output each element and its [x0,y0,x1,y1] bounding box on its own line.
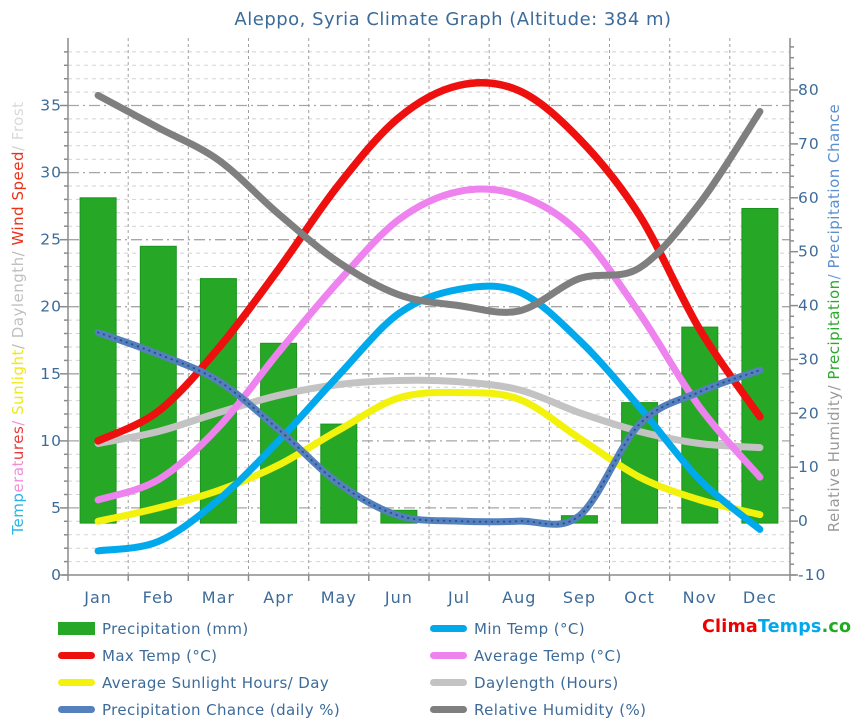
max-temp-c-swatch-icon [58,652,95,659]
relative-humidity-swatch-icon [430,706,467,713]
left-axis-label: Temperatures/ Sunlight/ Daylength/ Wind … [9,101,27,534]
precipitation-chance-daily-swatch-icon [58,706,95,713]
svg-text:May: May [321,588,357,607]
left-axis-label-segment: Wind Speed [9,151,27,246]
average-temp-c-swatch-icon [430,652,467,659]
right-axis-label-segment: / [825,268,843,280]
right-axis-label-segment: Precipitation [825,279,843,380]
legend-item: Max Temp (°C) [58,642,418,669]
legend-item: Min Temp (°C) [430,615,790,642]
legend-item-label: Max Temp (°C) [102,646,218,665]
daylength-hours-swatch-icon [430,679,467,686]
series-precipitation-chance-daily- [94,329,764,528]
legend-item-label: Average Temp (°C) [474,646,622,665]
svg-text:15: 15 [40,365,62,383]
right-axis-label: Relative Humidity/ Precipitation/ Precip… [825,104,843,532]
legend-item: Precipitation (mm) [58,615,418,642]
series-relative-humidity- [94,91,764,316]
legend-item: Precipitation Chance (daily %) [58,696,418,719]
logo-text: .com [821,617,851,637]
svg-text:10: 10 [40,432,62,450]
svg-text:50: 50 [798,243,820,261]
series-max-temp-c- [94,79,764,445]
svg-text:0: 0 [51,566,62,584]
legend-item: Daylength (Hours) [430,669,790,696]
left-axis-label-segment: Temp [9,492,27,535]
svg-text:80: 80 [798,81,820,99]
logo-text: Temps [757,617,822,637]
average-sunlight-hours-day-swatch-icon [58,679,95,686]
precipitation-mm-swatch-icon [58,622,95,635]
left-axis-label-segment: Daylength [9,256,27,339]
svg-text:60: 60 [798,189,820,207]
svg-text:10: 10 [798,458,820,476]
series-daylength-hours- [94,376,764,452]
svg-text:Mar: Mar [202,588,235,607]
legend-item: Relative Humidity (%) [430,696,790,719]
svg-text:5: 5 [51,499,62,517]
left-axis-label-segment: / [9,414,27,426]
series-average-temp-c- [94,185,764,504]
left-axis-label-segment: Sunlight [9,349,27,415]
svg-text:70: 70 [798,135,820,153]
svg-text:Aug: Aug [502,588,536,607]
left-axis-label-segment: Frost [9,101,27,141]
svg-text:30: 30 [40,164,62,182]
svg-text:Jan: Jan [83,588,112,607]
legend-item-label: Min Temp (°C) [474,619,586,638]
left-axis-label-segment: / [9,245,27,257]
legend-item-label: Relative Humidity (%) [474,700,647,719]
svg-text:Oct: Oct [624,588,655,607]
legend-item-label: Precipitation Chance (daily %) [102,700,341,719]
legend-item-label: Daylength (Hours) [474,673,619,692]
svg-text:Sep: Sep [563,588,596,607]
right-axis-tick-labels: -10 0 10 20 30 40 50 60 70 80 [798,81,826,584]
svg-text:20: 20 [40,298,62,316]
svg-text:25: 25 [40,231,62,249]
vertical-gridlines [127,38,731,575]
axes [60,38,798,581]
svg-text:Feb: Feb [143,588,174,607]
left-axis-label-segment: ures [9,425,27,461]
series-average-sunlight-hours-day [94,388,764,525]
legend-item-label: Precipitation (mm) [102,619,249,638]
svg-text:Nov: Nov [683,588,717,607]
legend-column-2: Min Temp (°C) Average Temp (°C) Daylength … [430,615,790,719]
page-title: Aleppo, Syria Climate Graph (Altitude: 3… [234,9,672,30]
horizontal-gridlines [68,51,790,563]
series-min-temp-c- [94,282,764,555]
svg-text:20: 20 [798,404,820,422]
legend-column-1: Precipitation (mm) Max Temp (°C) Average S… [58,615,418,719]
right-axis-label-segment: / [825,379,843,391]
right-axis-label-segment: Relative Humidity [825,390,843,533]
left-axis-tick-labels: 0 5 10 15 20 25 30 35 [40,97,62,585]
svg-text:35: 35 [40,97,62,115]
svg-text:Dec: Dec [743,588,777,607]
svg-text:Jun: Jun [384,588,413,607]
svg-text:Apr: Apr [263,588,294,607]
logo-text: Clima [702,617,758,637]
svg-text:40: 40 [798,297,820,315]
month-labels: Jan Feb Mar Apr May Jun Jul Aug Sep Oct Nov Dec [83,588,777,607]
precipitation-bars [79,197,779,524]
svg-text:0: 0 [798,512,809,530]
legend-item-label: Average Sunlight Hours/ Day [102,673,330,692]
svg-text:30: 30 [798,350,820,368]
left-axis-label-segment: / [9,338,27,350]
left-axis-label-segment: erat [9,460,27,493]
min-temp-c-swatch-icon [430,625,467,632]
legend-item: Average Sunlight Hours/ Day [58,669,418,696]
climatemps-logo[interactable]: ClimaTemps.com [702,617,851,637]
svg-text:-10: -10 [798,566,826,584]
right-axis-label-segment: Precipitation Chance [825,103,843,269]
left-axis-label-segment: / [9,140,27,152]
legend-item: Average Temp (°C) [430,642,790,669]
svg-text:Jul: Jul [447,588,470,607]
